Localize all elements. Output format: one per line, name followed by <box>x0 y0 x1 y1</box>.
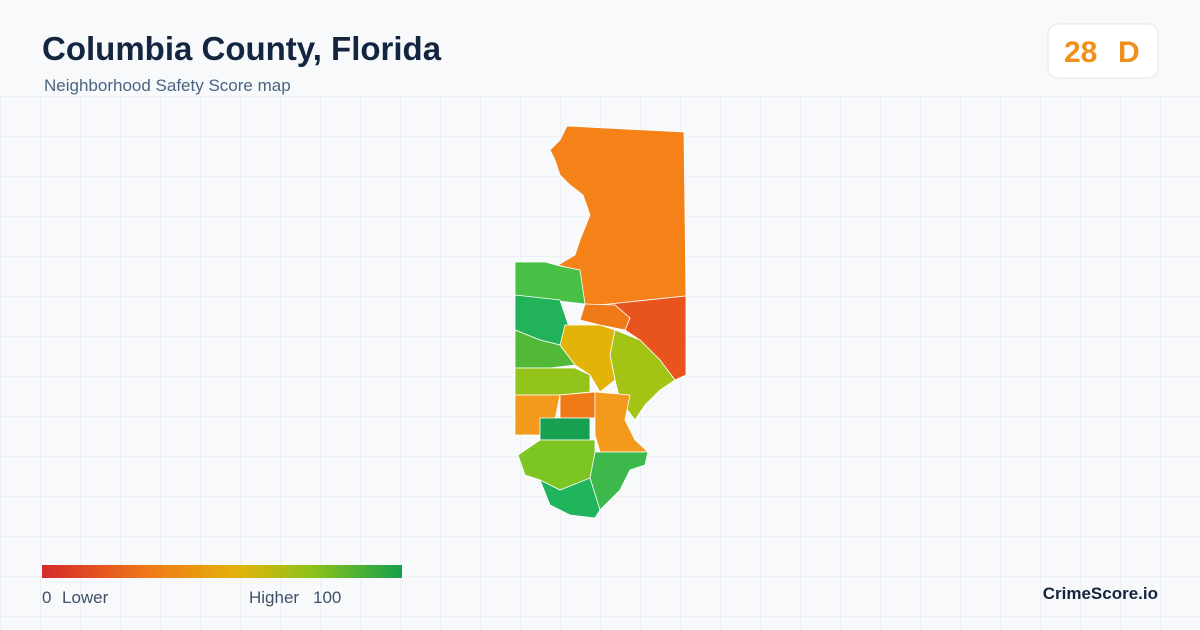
brand: CrimeScore.io <box>1043 584 1158 603</box>
subtitle: Neighborhood Safety Score map <box>44 76 291 95</box>
legend-min-label: Lower <box>62 588 109 607</box>
legend-gradient <box>42 565 402 578</box>
score-grade: D <box>1118 36 1140 69</box>
score-value: 28 <box>1064 36 1097 69</box>
legend-max-label: Higher <box>249 588 299 607</box>
county-map <box>514 125 687 519</box>
title: Columbia County, Florida <box>42 30 442 67</box>
legend-min: 0 <box>42 588 51 607</box>
score-box <box>1047 23 1159 79</box>
legend-max: 100 <box>313 588 341 607</box>
